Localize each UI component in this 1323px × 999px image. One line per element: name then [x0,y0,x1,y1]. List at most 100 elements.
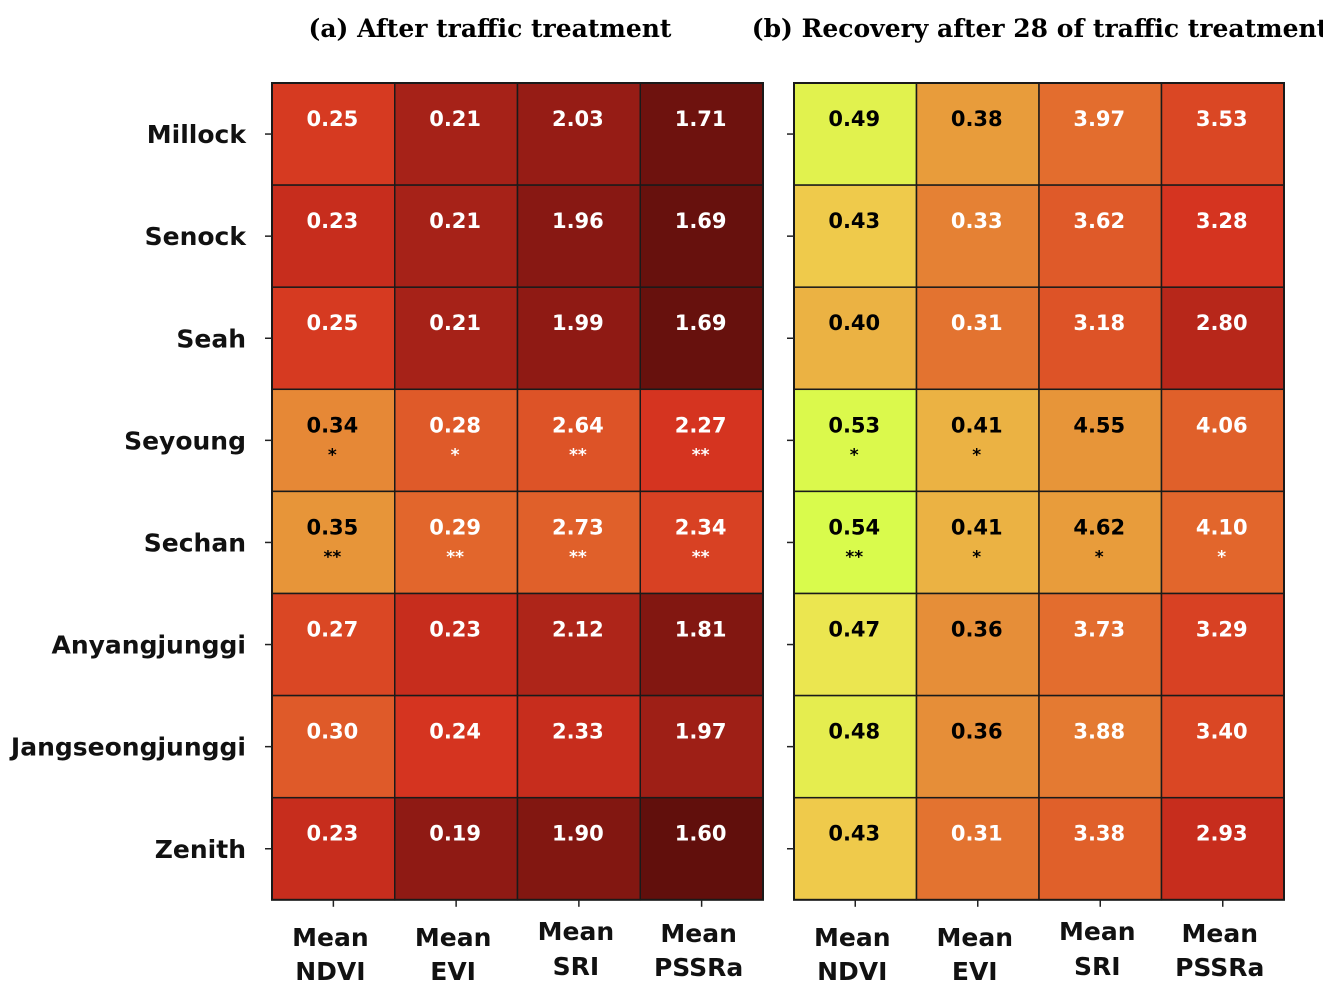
column-label-ndvi-line-2: NDVI [295,957,365,986]
cell-value-label: 1.96 [552,209,604,233]
column-label-sri-line-2: SRI [1074,952,1121,981]
heatmap-cell-sechan-ndvi [793,490,918,595]
column-label-pssra-line-2: PSSRa [1175,953,1264,982]
cell-value-label: 0.19 [429,822,481,846]
cell-value-label: 3.18 [1073,311,1125,335]
column-label-evi-line-1: Mean [415,923,492,952]
heatmap-cell-senock-pssra [1160,184,1285,288]
significance-marker: * [972,445,981,465]
heatmap-cell-millock-evi [394,82,519,186]
column-label-sri-line-1: Mean [1059,917,1136,946]
cell-value-label: 0.34 [306,413,358,437]
row-label-millock: Millock [147,120,248,149]
heatmap-cell-sechan-pssra [639,490,764,595]
heatmap-cell-zenith-pssra [639,796,764,901]
cell-value-label: 0.53 [828,413,880,437]
cell-value-label: 0.36 [951,618,1003,642]
heatmap-cell-seyoung-pssra [1160,388,1285,493]
cell-value-label: 1.69 [675,311,727,335]
cell-value-label: 2.33 [552,720,604,744]
heatmap-cell-sechan-sri [1038,490,1163,595]
cell-value-label: 0.23 [429,618,481,642]
cell-value-label: 2.80 [1196,311,1248,335]
cell-value-label: 0.40 [828,311,880,335]
cell-value-label: 3.73 [1073,618,1125,642]
column-label-ndvi-line-1: Mean [814,923,891,952]
cell-value-label: 0.43 [828,822,880,846]
heatmap-cell-seah-ndvi [271,286,396,391]
column-label-ndvi-line-2: NDVI [817,957,887,986]
cell-value-label: 0.47 [828,618,880,642]
heatmap-cell-seah-evi [915,286,1040,391]
heatmap-cell-zenith-ndvi [793,796,918,901]
cell-value-label: 0.36 [951,720,1003,744]
heatmap-cell-seah-pssra [1160,286,1285,391]
cell-value-label: 0.41 [951,515,1003,539]
cell-value-label: 3.28 [1196,209,1248,233]
cell-value-label: 2.64 [552,413,604,437]
heatmap-cell-millock-pssra [1160,82,1285,186]
heatmap-cell-seyoung-ndvi [271,388,396,493]
significance-marker: ** [692,445,710,465]
heatmap-cell-sechan-sri [516,490,641,595]
heatmap-cell-sechan-ndvi [271,490,396,595]
heatmap-cell-seyoung-evi [915,388,1040,493]
significance-marker: ** [323,547,341,567]
heatmap-cell-millock-sri [1038,82,1163,186]
cell-value-label: 0.31 [951,822,1003,846]
heatmap-cell-sechan-pssra [1160,490,1285,595]
cell-value-label: 4.06 [1196,413,1248,437]
cell-value-label: 4.55 [1073,413,1125,437]
cell-value-label: 1.60 [675,822,727,846]
cell-value-label: 1.71 [675,107,727,131]
cell-value-label: 4.62 [1073,515,1125,539]
column-label-pssra-line-1: Mean [1181,919,1258,948]
heatmap-frame [271,82,764,901]
cell-value-label: 0.30 [306,720,358,744]
heatmap-cell-anyangjunggi-sri [1038,592,1163,697]
heatmap-frame [793,82,1285,901]
significance-marker: * [1217,547,1226,567]
panel-b-recovery: (b) Recovery after 28 of traffic treatme… [752,14,1323,986]
column-label-pssra-line-1: Mean [660,919,737,948]
heatmap-cell-jangseongjunggi-pssra [1160,694,1285,799]
significance-marker: * [451,445,460,465]
cell-value-label: 3.53 [1196,107,1248,131]
column-label-pssra-line-2: PSSRa [654,953,743,982]
heatmap-cell-anyangjunggi-ndvi [793,592,918,697]
cell-value-label: 0.43 [828,209,880,233]
column-label-evi-line-2: EVI [430,957,476,986]
row-label-seah: Seah [176,324,246,353]
column-label-evi-line-1: Mean [936,923,1013,952]
heatmap-cell-zenith-ndvi [271,796,396,901]
heatmap-cell-seyoung-evi [394,388,519,493]
heatmap-cell-anyangjunggi-pssra [1160,592,1285,697]
cell-value-label: 0.23 [306,822,358,846]
cell-value-label: 0.21 [429,311,481,335]
heatmap-cell-sechan-evi [915,490,1040,595]
cell-value-label: 0.23 [306,209,358,233]
cell-value-label: 4.10 [1196,515,1248,539]
cell-value-label: 3.97 [1073,107,1125,131]
heatmap-cell-seyoung-sri [516,388,641,493]
cell-value-label: 0.48 [828,720,880,744]
heatmap-cell-millock-ndvi [271,82,396,186]
column-label-sri-line-1: Mean [538,917,615,946]
cell-value-label: 0.24 [429,720,481,744]
significance-marker: ** [446,547,464,567]
cell-value-label: 1.99 [552,311,604,335]
heatmap-cell-senock-pssra [639,184,764,288]
heatmap-cell-zenith-pssra [1160,796,1285,901]
significance-marker: ** [569,445,587,465]
heatmap-cell-senock-ndvi [793,184,918,288]
cell-value-label: 3.38 [1073,822,1125,846]
heatmap-cell-sechan-evi [394,490,519,595]
cell-value-label: 0.33 [951,209,1003,233]
heatmap-cell-millock-pssra [639,82,764,186]
heatmap-cell-millock-sri [516,82,641,186]
cell-value-label: 0.41 [951,413,1003,437]
heatmap-cell-anyangjunggi-ndvi [271,592,396,697]
heatmap-cell-millock-ndvi [793,82,918,186]
cell-value-label: 3.88 [1073,720,1125,744]
heatmap-cell-senock-ndvi [271,184,396,288]
